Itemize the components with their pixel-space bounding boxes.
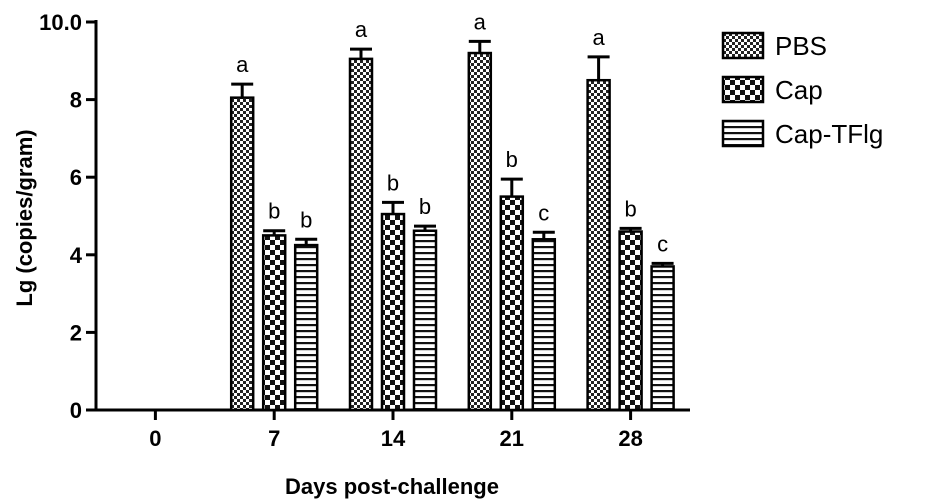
- legend-label: Cap-TFlg: [775, 119, 883, 149]
- bar-pbs: [229, 96, 255, 412]
- significance-label: b: [300, 207, 312, 232]
- significance-label: c: [538, 200, 549, 225]
- y-tick-label: 4: [70, 243, 83, 268]
- x-tick-label: 0: [149, 426, 161, 451]
- bar-pbs: [467, 51, 493, 412]
- x-axis-title: Days post-challenge: [285, 474, 499, 499]
- bar-cap-tflg: [650, 265, 675, 412]
- significance-label: a: [236, 52, 249, 77]
- significance-label: a: [592, 25, 605, 50]
- significance-label: b: [387, 170, 399, 195]
- legend-swatch: [721, 75, 765, 104]
- y-axis-title: Lg (copies/gram): [12, 129, 37, 306]
- x-tick-label: 7: [268, 426, 280, 451]
- bar-cap-tflg: [412, 229, 438, 412]
- x-tick-label: 21: [500, 426, 524, 451]
- significance-label: a: [474, 9, 487, 34]
- bar-cap: [499, 195, 525, 412]
- significance-label: b: [419, 194, 431, 219]
- x-tick-label: 14: [381, 426, 406, 451]
- legend-label: PBS: [775, 31, 827, 61]
- y-tick-label: 0: [70, 398, 82, 423]
- y-tick-label: 8: [70, 88, 82, 113]
- bar-cap-tflg: [293, 243, 319, 412]
- bar-cap: [618, 230, 643, 412]
- bar-pbs: [348, 57, 374, 412]
- y-tick-label: 10.0: [39, 10, 82, 35]
- y-tick-label: 2: [70, 320, 82, 345]
- y-tick-label: 6: [70, 165, 82, 190]
- significance-label: b: [506, 147, 518, 172]
- x-tick-label: 28: [618, 426, 642, 451]
- bar-cap: [261, 234, 287, 412]
- significance-label: b: [268, 199, 280, 224]
- bar-pbs: [586, 78, 611, 412]
- legend-swatch: [721, 119, 765, 148]
- legend-label: Cap: [775, 75, 823, 105]
- significance-label: a: [355, 17, 368, 42]
- bar-cap-tflg: [531, 238, 557, 412]
- bar-cap: [380, 212, 406, 412]
- significance-label: b: [624, 196, 636, 221]
- significance-label: c: [657, 231, 668, 256]
- legend: PBS Cap Cap-TFlg: [721, 31, 883, 149]
- legend-swatch: [721, 31, 765, 60]
